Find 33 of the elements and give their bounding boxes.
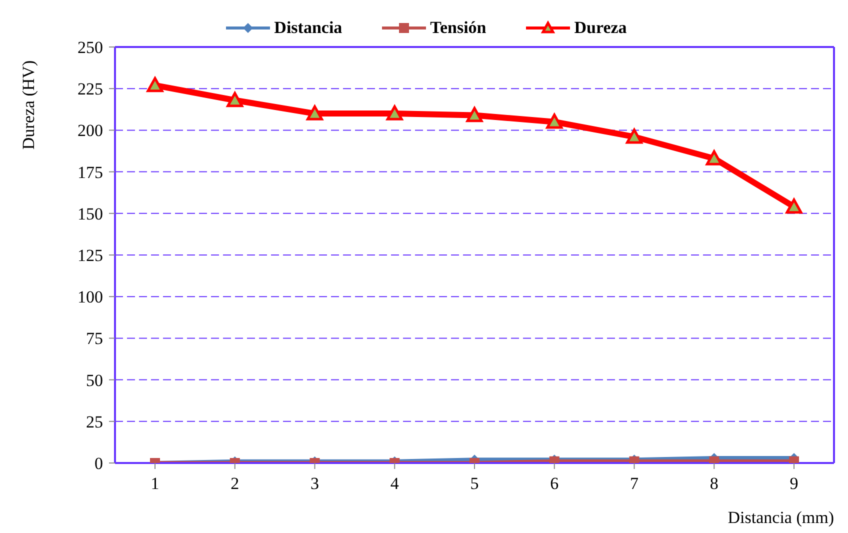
point: [306, 105, 323, 120]
y-tick-label: 200: [78, 121, 103, 140]
y-tick-label: 125: [78, 246, 103, 266]
point: [146, 77, 164, 92]
y-tick-label: 0: [94, 454, 103, 474]
x-tick-label: 5: [470, 474, 479, 494]
legend-label: Distancia: [274, 18, 342, 38]
y-tick-label: 75: [86, 329, 103, 348]
x-axis-title: Distancia (mm): [728, 508, 834, 527]
x-tick-label: 9: [790, 474, 798, 494]
point: [386, 105, 403, 120]
x-tick-label: 3: [310, 474, 319, 494]
y-tick-label: 50: [86, 370, 103, 390]
point: [226, 92, 244, 108]
y-tick-label: 100: [78, 288, 103, 307]
y-tick-label: 25: [86, 412, 103, 432]
x-tick-label: 6: [550, 474, 559, 494]
y-tick-label: 175: [78, 162, 103, 182]
y-tick-label: 250: [78, 38, 103, 58]
point: [546, 114, 563, 129]
point: [466, 106, 483, 122]
y-axis-title: Dureza (HV): [19, 60, 38, 150]
legend-label: Dureza: [574, 18, 627, 38]
y-tick-label: 225: [78, 80, 103, 99]
x-tick-label: 1: [150, 474, 160, 494]
x-tick-label: 2: [230, 474, 240, 494]
point: [786, 198, 802, 214]
x-tick-label: 8: [710, 474, 718, 494]
y-tick-label: 150: [78, 204, 103, 224]
x-tick-label: 7: [630, 474, 639, 494]
x-tick-label: 4: [390, 474, 400, 494]
point: [626, 128, 642, 144]
legend-label: Tensión: [430, 18, 486, 38]
